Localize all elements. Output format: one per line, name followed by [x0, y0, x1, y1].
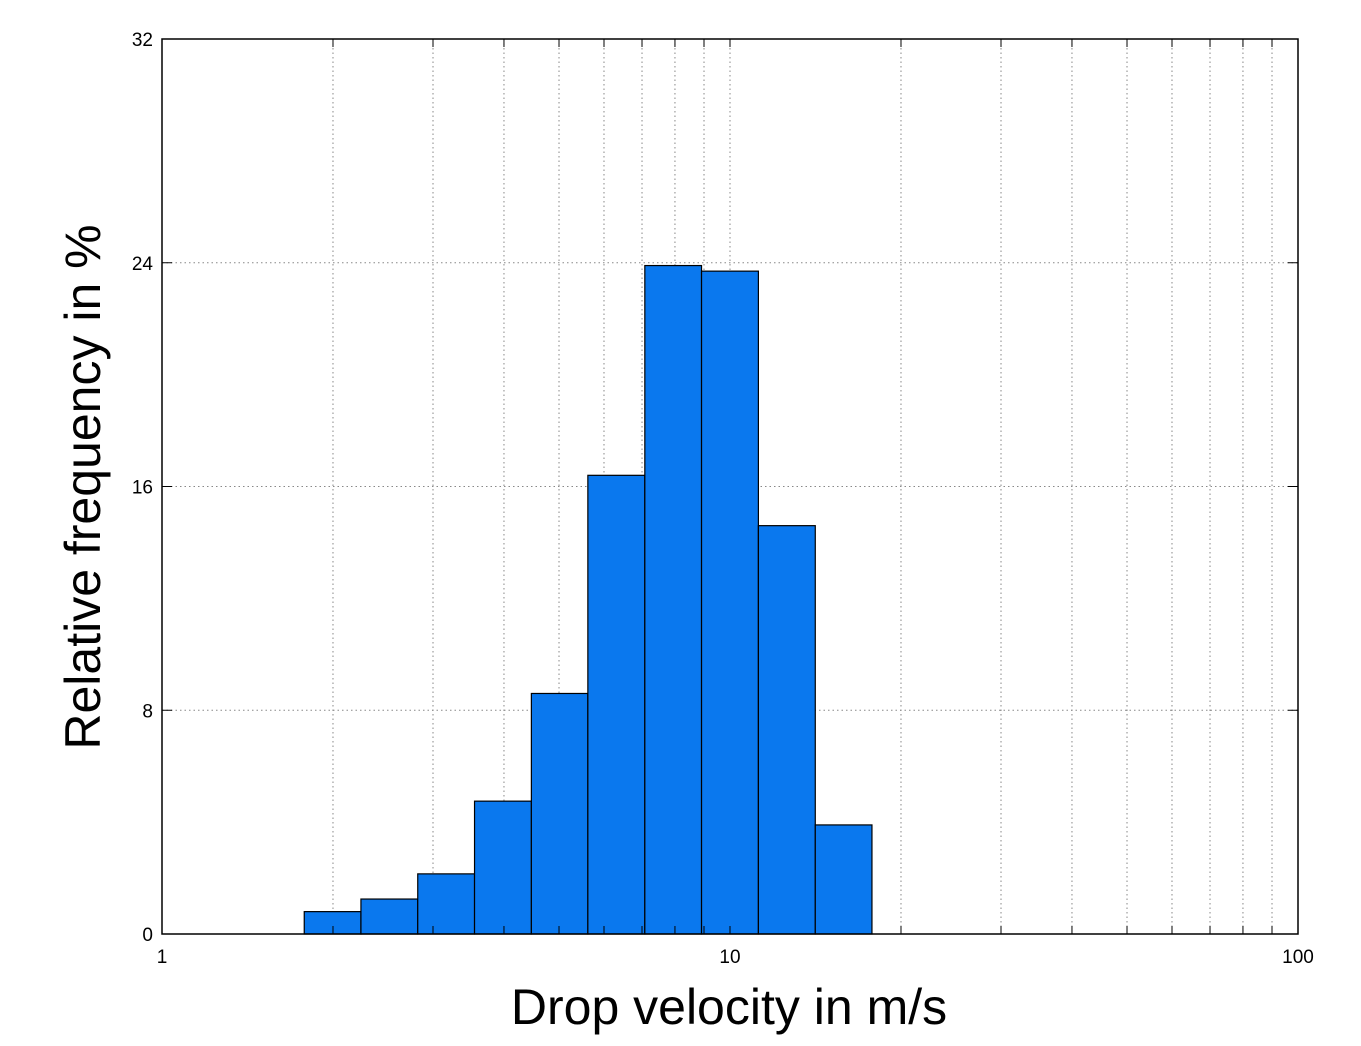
axis-ticks [162, 38, 1298, 935]
histogram-bar [473, 800, 532, 935]
y-tick-labels: 0 8 16 24 32 [132, 30, 154, 946]
x-tick-label: 1 [157, 947, 168, 968]
histogram-bar [587, 474, 646, 935]
histogram-bar [757, 525, 816, 935]
x-tick-label: 10 [719, 947, 740, 968]
y-tick-label: 24 [132, 254, 154, 275]
histogram-bar [417, 873, 476, 935]
histogram-bar [644, 264, 703, 935]
histogram-bar [700, 270, 759, 935]
histogram-bar [814, 824, 873, 935]
y-tick-label: 8 [142, 701, 153, 722]
x-axis-title: Drop velocity in m/s [511, 979, 947, 1035]
histogram-bars [303, 264, 873, 935]
x-tick-labels: 1 10 100 [157, 947, 1314, 968]
y-tick-label: 16 [132, 478, 153, 499]
y-tick-label: 32 [132, 30, 153, 51]
histogram-bar [530, 692, 589, 935]
y-axis-title: Relative frequency in % [55, 224, 111, 749]
y-tick-label: 0 [142, 925, 153, 946]
x-tick-label: 100 [1282, 947, 1314, 968]
histogram-bar [360, 898, 419, 935]
